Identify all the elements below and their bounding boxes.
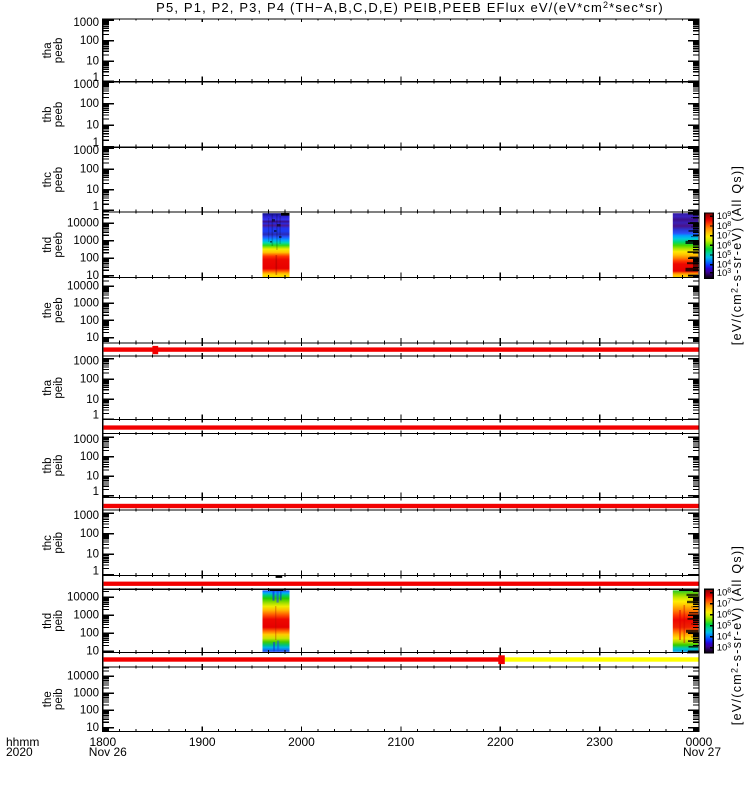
svg-text:10000: 10000 (67, 217, 99, 229)
svg-text:peib: peib (53, 377, 65, 399)
svg-text:10: 10 (86, 394, 99, 406)
svg-text:the: the (42, 691, 54, 707)
svg-text:hhmm: hhmm (6, 735, 39, 749)
svg-text:1: 1 (93, 72, 99, 84)
svg-text:2300: 2300 (586, 735, 613, 749)
svg-text:106: 106 (717, 240, 732, 251)
svg-text:peeb: peeb (53, 102, 65, 128)
svg-text:peeb: peeb (53, 167, 65, 193)
svg-text:thc: thc (42, 535, 54, 551)
svg-text:108: 108 (717, 588, 732, 599)
svg-text:1800: 1800 (89, 735, 116, 749)
svg-text:10: 10 (86, 270, 99, 282)
svg-text:2100: 2100 (388, 735, 415, 749)
svg-text:106: 106 (717, 610, 732, 621)
svg-text:Nov 27: Nov 27 (683, 745, 721, 759)
svg-text:100: 100 (80, 98, 99, 110)
svg-text:peib: peib (53, 532, 65, 554)
svg-text:100: 100 (80, 705, 99, 717)
svg-text:10: 10 (86, 332, 99, 344)
svg-text:10: 10 (86, 120, 99, 132)
svg-text:1: 1 (93, 137, 99, 149)
svg-text:peeb: peeb (53, 38, 65, 64)
svg-text:tha: tha (42, 42, 54, 59)
svg-text:10: 10 (86, 184, 99, 196)
svg-text:1000: 1000 (73, 510, 99, 522)
svg-text:0000: 0000 (686, 735, 713, 749)
svg-text:105: 105 (717, 250, 732, 261)
svg-text:1000: 1000 (73, 687, 99, 699)
svg-text:2020: 2020 (6, 745, 33, 759)
svg-text:thb: thb (42, 107, 54, 123)
svg-text:10: 10 (86, 722, 99, 734)
svg-text:10000: 10000 (67, 280, 99, 292)
svg-text:10000: 10000 (67, 591, 99, 603)
svg-text:[eV/(cm2-s-sr-eV) (All Qs)]: [eV/(cm2-s-sr-eV) (All Qs)] (730, 165, 745, 345)
svg-text:the: the (42, 302, 54, 318)
svg-text:1000: 1000 (73, 356, 99, 368)
svg-text:100: 100 (80, 315, 99, 327)
svg-text:10: 10 (86, 549, 99, 561)
svg-text:Nov 26: Nov 26 (89, 745, 127, 759)
svg-text:100: 100 (80, 374, 99, 386)
svg-text:peib: peib (53, 610, 65, 632)
svg-text:100: 100 (80, 252, 99, 264)
svg-text:1000: 1000 (73, 145, 99, 157)
svg-text:1900: 1900 (189, 735, 216, 749)
svg-text:1: 1 (93, 201, 99, 213)
svg-text:10: 10 (86, 55, 99, 67)
svg-text:1: 1 (93, 486, 99, 498)
svg-text:1: 1 (93, 410, 99, 422)
svg-text:peeb: peeb (53, 297, 65, 323)
svg-text:100: 100 (80, 163, 99, 175)
svg-text:peeb: peeb (53, 232, 65, 258)
svg-text:100: 100 (80, 627, 99, 639)
svg-text:10: 10 (86, 645, 99, 657)
svg-text:2000: 2000 (288, 735, 315, 749)
svg-text:105: 105 (717, 621, 732, 632)
svg-text:2200: 2200 (487, 735, 514, 749)
svg-text:thd: thd (42, 237, 54, 253)
svg-text:peib: peib (53, 688, 65, 710)
svg-text:10000: 10000 (67, 670, 99, 682)
svg-text:103: 103 (717, 643, 732, 654)
svg-text:100: 100 (80, 35, 99, 47)
svg-text:109: 109 (717, 211, 732, 222)
svg-text:thd: thd (42, 613, 54, 629)
svg-text:1000: 1000 (73, 17, 99, 29)
svg-text:10: 10 (86, 470, 99, 482)
svg-text:1000: 1000 (73, 235, 99, 247)
svg-text:[eV/(cm2-s-sr-eV) (All Qs)]: [eV/(cm2-s-sr-eV) (All Qs)] (730, 545, 745, 725)
svg-text:P5, P1, P2, P3, P4 (TH−A,B,C,D: P5, P1, P2, P3, P4 (TH−A,B,C,D,E) PEIB,P… (156, 0, 664, 15)
svg-text:1000: 1000 (73, 609, 99, 621)
svg-text:tha: tha (42, 379, 54, 396)
svg-text:100: 100 (80, 451, 99, 463)
svg-text:107: 107 (717, 599, 732, 610)
svg-text:103: 103 (717, 268, 732, 279)
svg-text:thc: thc (42, 172, 54, 188)
svg-text:1000: 1000 (73, 298, 99, 310)
svg-text:1: 1 (93, 565, 99, 577)
svg-text:104: 104 (717, 260, 732, 271)
svg-text:104: 104 (717, 632, 732, 643)
svg-text:peib: peib (53, 455, 65, 477)
svg-text:100: 100 (80, 528, 99, 540)
svg-text:thb: thb (42, 458, 54, 474)
svg-text:107: 107 (717, 231, 732, 242)
svg-text:1000: 1000 (73, 434, 99, 446)
svg-text:1000: 1000 (73, 79, 99, 91)
svg-text:108: 108 (717, 221, 732, 232)
